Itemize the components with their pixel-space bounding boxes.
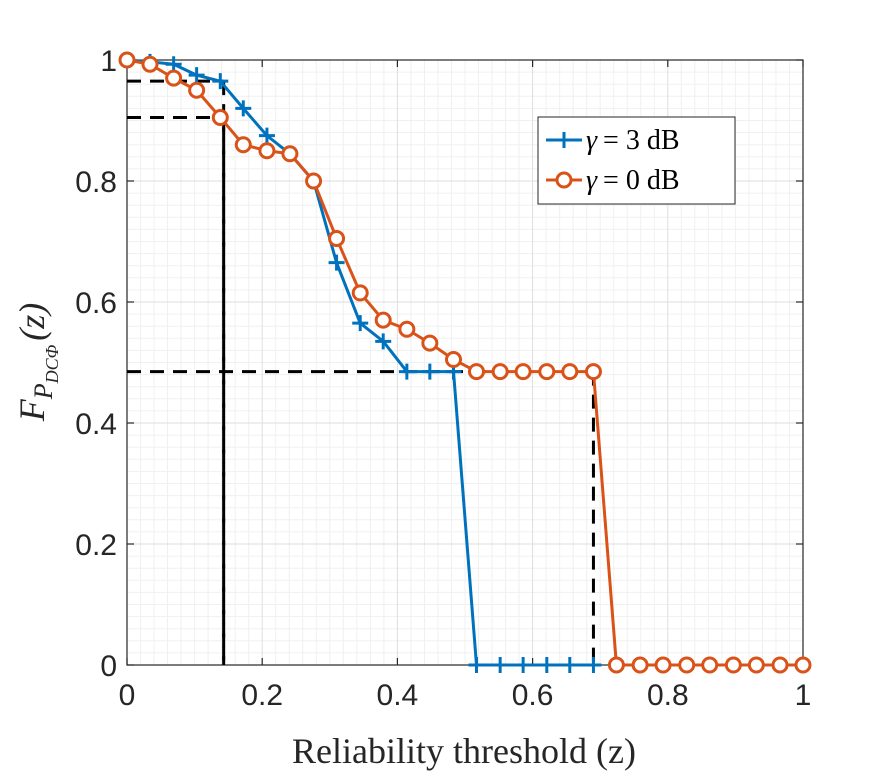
data-point-plus [538, 657, 555, 673]
data-point-circle [724, 656, 742, 674]
x-tick-label: 0.4 [377, 679, 419, 712]
data-point-circle [561, 363, 579, 381]
data-point-circle [165, 69, 183, 87]
data-point-circle [445, 350, 463, 368]
data-point-plus [328, 254, 345, 271]
y-tick-label: 0.2 [75, 529, 117, 562]
data-point-circle [141, 55, 159, 73]
data-point-circle [771, 656, 789, 674]
data-point-circle [211, 108, 229, 126]
legend-entry-3db: γ = 3 dB [546, 125, 680, 156]
data-point-circle [747, 656, 765, 674]
data-point-plus [492, 657, 509, 673]
data-point-circle [305, 172, 323, 190]
y-label-main: F [12, 398, 52, 422]
data-point-plus [585, 657, 602, 673]
data-point-circle [538, 363, 556, 381]
data-point-circle [654, 656, 672, 674]
x-tick-label: 0.8 [647, 679, 689, 712]
y-tick-label: 0 [100, 650, 117, 683]
data-point-plus [352, 315, 369, 332]
x-tick-label: 0.6 [512, 679, 554, 712]
data-point-circle [118, 51, 136, 69]
legend-gamma-0db: γ [586, 165, 598, 196]
legend-marker-circle [555, 171, 573, 189]
legend-gamma-3db: γ [586, 125, 598, 156]
y-label-subsub: DCΦ [42, 344, 62, 384]
legend-value-3db: = 3 dB [603, 125, 679, 156]
data-point-circle [374, 311, 392, 329]
data-point-plus [375, 333, 392, 350]
legend-value-0db: = 0 dB [603, 165, 679, 196]
data-point-circle [514, 363, 532, 381]
data-point-circle [421, 334, 439, 352]
data-point-circle [607, 656, 625, 674]
y-label-arg: (z) [12, 303, 52, 341]
data-point-circle [678, 656, 696, 674]
data-point-plus [515, 657, 532, 673]
data-point-circle [794, 656, 812, 674]
y-tick-labels: 0 0.2 0.4 0.6 0.8 1 [75, 45, 117, 683]
svg-text:FPDCΦ(z): FPDCΦ (z) [12, 303, 62, 423]
data-point-circle [328, 229, 346, 247]
svg-text:γ= 3 dB: γ = 3 dB [586, 125, 680, 156]
x-tick-label: 1 [795, 679, 812, 712]
data-point-plus [561, 657, 578, 673]
data-point-plus [188, 67, 205, 84]
x-tick-label: 0 [119, 679, 136, 712]
data-point-plus [421, 363, 438, 380]
legend-box [537, 116, 736, 205]
data-point-plus [212, 73, 229, 90]
data-point-circle [491, 363, 509, 381]
data-point-circle [398, 320, 416, 338]
legend-entry-0db: γ = 0 dB [546, 165, 680, 196]
data-point-circle [188, 81, 206, 99]
legend: γ = 3 dB γ = 0 dB [537, 116, 736, 205]
data-point-plus [235, 100, 252, 117]
data-point-plus [258, 127, 275, 144]
data-point-circle [258, 142, 276, 160]
svg-text:γ= 0 dB: γ = 0 dB [586, 165, 680, 196]
series-group [118, 51, 812, 674]
data-point-circle [281, 145, 299, 163]
data-point-circle [701, 656, 719, 674]
data-point-circle [584, 363, 602, 381]
data-point-circle [234, 136, 252, 154]
y-tick-label: 0.4 [75, 408, 117, 441]
legend-marker-plus [556, 132, 572, 148]
plot-area-border [126, 59, 804, 666]
y-tick-label: 0.6 [75, 287, 117, 320]
data-point-plus [468, 657, 485, 673]
x-tick-labels: 0 0.2 0.4 0.6 0.8 1 [119, 679, 812, 712]
y-label-sub: P [29, 383, 58, 400]
data-point-circle [631, 656, 649, 674]
x-axis-label: Reliability threshold (z) [292, 731, 636, 771]
y-axis-label: FPDCΦ (z) [12, 303, 62, 423]
data-point-circle [467, 363, 485, 381]
data-point-circle [351, 284, 369, 302]
x-tick-label: 0.2 [241, 679, 283, 712]
data-point-plus [398, 363, 415, 380]
y-tick-label: 1 [100, 45, 117, 78]
series-1 [118, 51, 812, 674]
y-tick-label: 0.8 [75, 166, 117, 199]
data-point-plus [165, 56, 182, 73]
